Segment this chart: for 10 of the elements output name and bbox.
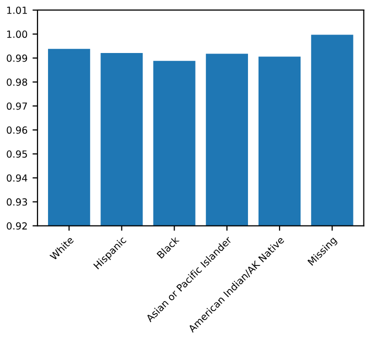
y-tick-label: 1.00	[7, 30, 28, 38]
y-tick-label: 0.96	[6, 126, 28, 134]
y-tick-label: 0.93	[6, 198, 27, 206]
y-tick-label: 0.97	[6, 102, 27, 110]
y-tick-label: 0.98	[6, 78, 28, 86]
y-tick-label: 0.92	[6, 222, 27, 230]
y-tick-label: 0.99	[6, 54, 28, 62]
y-tick-label: 1.01	[7, 6, 27, 14]
y-tick-label: 0.94	[6, 174, 28, 182]
y-tick-label: 0.95	[6, 150, 27, 158]
